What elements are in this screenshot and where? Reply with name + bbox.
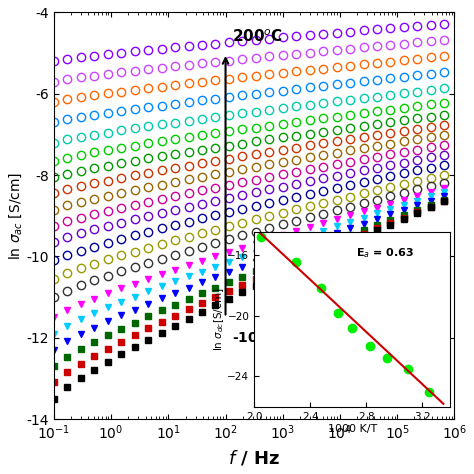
X-axis label: $f$ / Hz: $f$ / Hz (228, 448, 280, 467)
Text: 200$^o$C: 200$^o$C (232, 28, 283, 45)
Text: -100$^o$C: -100$^o$C (232, 329, 284, 346)
Y-axis label: ln $\sigma_{ac}$ [S/cm]: ln $\sigma_{ac}$ [S/cm] (7, 172, 24, 260)
